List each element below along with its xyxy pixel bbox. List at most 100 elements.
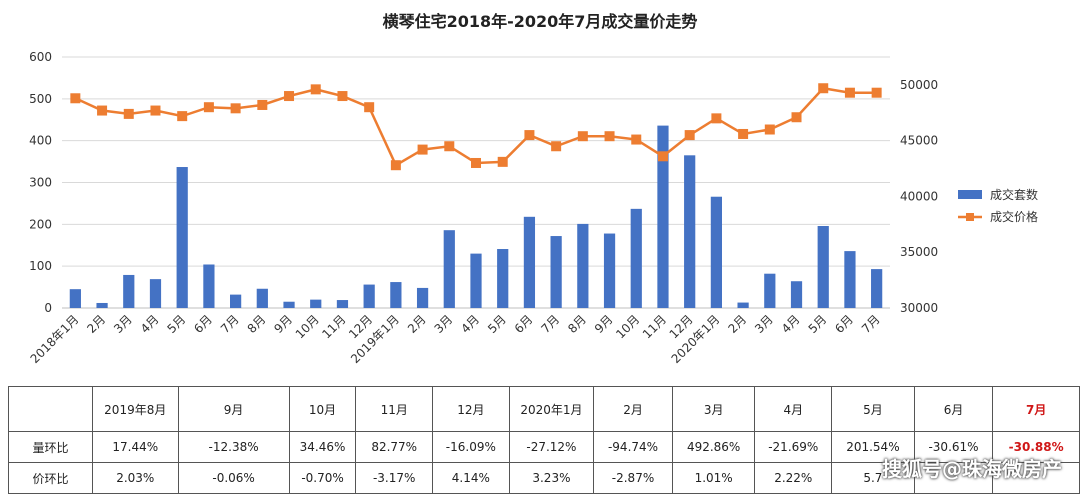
table-cell: -12.38% xyxy=(177,431,290,463)
x-tick-label: 4月 xyxy=(779,312,803,336)
x-tick-label: 3月 xyxy=(432,312,456,336)
table-cell xyxy=(913,462,994,494)
x-tick-label: 11月 xyxy=(319,312,348,341)
y-left-tick-label: 100 xyxy=(29,259,52,273)
line-marker xyxy=(337,91,348,102)
bar xyxy=(630,208,642,308)
bar xyxy=(817,226,829,308)
table-cell: 2.03% xyxy=(92,462,179,494)
table-cell: 5.7 xyxy=(831,462,915,494)
table-header-cell: 3月 xyxy=(671,386,756,432)
line-marker xyxy=(70,93,81,104)
x-tick-label: 11月 xyxy=(640,312,669,341)
table-cell: -2.87% xyxy=(593,462,673,494)
bar xyxy=(523,216,536,308)
x-tick-label: 5月 xyxy=(485,312,509,336)
table-cell: 17.44% xyxy=(92,431,179,463)
line-marker xyxy=(738,128,749,139)
x-tick-label: 3月 xyxy=(752,312,776,336)
table-header-cell: 7月 xyxy=(992,386,1080,432)
table-cell: 1.01% xyxy=(671,462,756,494)
stats-table: 2019年8月 9月 10月 11月 12月 2020年1月 2月 3月 4月 … xyxy=(7,386,1080,494)
legend-label: 成交套数 xyxy=(990,187,1038,202)
table-header-cell: 2020年1月 xyxy=(508,386,595,432)
bar xyxy=(844,251,856,308)
watermark: 搜狐号@珠海微房产 xyxy=(882,457,1062,481)
x-tick-label: 5月 xyxy=(165,312,189,336)
table-cell: -21.69% xyxy=(754,431,833,463)
table-cell: 492.86% xyxy=(671,431,756,463)
line-marker xyxy=(390,160,401,171)
x-tick-label: 7月 xyxy=(538,312,562,336)
row-label: 价环比 xyxy=(7,462,94,494)
y-right-tick-label: 45000 xyxy=(900,134,938,148)
x-tick-label: 10月 xyxy=(613,312,642,341)
table-cell: -0.06% xyxy=(177,462,290,494)
table-header-cell: 2019年8月 xyxy=(92,386,179,432)
line-marker xyxy=(844,87,855,98)
line-marker xyxy=(577,131,588,142)
bar xyxy=(230,294,242,308)
bar xyxy=(710,196,722,308)
x-tick-label: 8月 xyxy=(565,312,589,336)
table-cell: 2.22% xyxy=(754,462,833,494)
line-marker xyxy=(203,102,214,113)
chart-title: 横琴住宅2018年-2020年7月成交量价走势 xyxy=(382,12,698,31)
table-cell: 82.77% xyxy=(355,431,433,463)
table-cell: -0.70% xyxy=(288,462,357,494)
bar xyxy=(737,302,749,308)
legend-label: 成交价格 xyxy=(990,209,1038,224)
y-left-tick-label: 300 xyxy=(29,176,52,190)
table-header-cell: 5月 xyxy=(831,386,915,432)
y-right-tick-label: 40000 xyxy=(900,189,938,203)
table-row: 价环比 2.03% -0.06% -0.70% -3.17% 4.14% 3.2… xyxy=(7,462,1080,494)
bar xyxy=(577,223,589,308)
y-left-tick-label: 600 xyxy=(29,50,52,64)
row-label: 量环比 xyxy=(7,431,94,463)
bar xyxy=(871,269,883,308)
table-cell: 34.46% xyxy=(288,431,357,463)
price-line xyxy=(74,86,877,167)
table-header-cell: 2月 xyxy=(593,386,673,432)
bar xyxy=(149,279,162,308)
bar xyxy=(657,125,669,309)
y-left-tick-label: 200 xyxy=(29,217,52,231)
table-cell: -30.61% xyxy=(913,431,994,463)
line-marker xyxy=(97,105,108,116)
line-marker xyxy=(657,151,668,162)
x-tick-label: 2月 xyxy=(84,312,108,336)
table-header-cell: 10月 xyxy=(288,386,357,432)
x-tick-label: 10月 xyxy=(293,312,322,341)
x-tick-label: 4月 xyxy=(458,312,482,336)
x-tick-label: 9月 xyxy=(271,312,295,336)
line-marker xyxy=(684,130,695,141)
table-row: 量环比 17.44% -12.38% 34.46% 82.77% -16.09%… xyxy=(7,431,1080,463)
x-tick-label: 2月 xyxy=(725,312,749,336)
line-marker xyxy=(818,83,829,94)
table-header-cell: 4月 xyxy=(754,386,833,432)
bar xyxy=(69,289,81,308)
table-cell: -27.12% xyxy=(508,431,595,463)
line-marker xyxy=(417,144,428,155)
x-tick-label: 5月 xyxy=(806,312,830,336)
x-tick-label: 3月 xyxy=(111,312,135,336)
bar xyxy=(176,167,188,308)
bar xyxy=(764,273,776,308)
line-marker xyxy=(230,103,241,114)
x-tick-label: 6月 xyxy=(832,312,856,336)
line-marker xyxy=(604,131,615,142)
table-cell: -30.88% xyxy=(992,431,1080,463)
line-marker xyxy=(257,99,268,110)
bar xyxy=(684,155,696,308)
line-marker xyxy=(631,134,642,145)
y-right-tick-label: 35000 xyxy=(900,245,938,259)
y-right-tick-label: 50000 xyxy=(900,78,938,92)
line-marker xyxy=(871,87,882,98)
x-tick-label: 4月 xyxy=(138,312,162,336)
table-cell xyxy=(992,462,1080,494)
bar xyxy=(603,233,616,308)
table-header-cell: 12月 xyxy=(432,386,510,432)
line-marker xyxy=(310,84,321,95)
bar xyxy=(203,264,215,308)
bar xyxy=(336,300,349,308)
